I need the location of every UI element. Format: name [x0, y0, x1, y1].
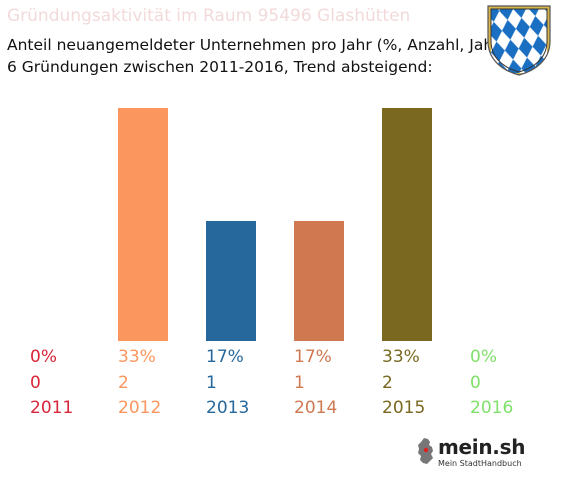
bar-2015: [382, 108, 432, 341]
bar-2012: [118, 108, 168, 341]
count-label-2016: 0: [470, 373, 481, 393]
year-label-2012: 2012: [118, 398, 162, 418]
chart-subtitle-line2: 6 Gründungen zwischen 2011-2016, Trend a…: [7, 58, 433, 76]
percent-label-2015: 33%: [382, 347, 420, 367]
count-label-2013: 1: [206, 373, 217, 393]
bar-2013: [206, 220, 256, 341]
year-label-2015: 2015: [382, 398, 426, 418]
germany-map-icon: [418, 438, 433, 464]
bar-2014: [294, 220, 344, 341]
year-label-2013: 2013: [206, 398, 250, 418]
count-label-2014: 1: [294, 373, 305, 393]
year-label-2014: 2014: [294, 398, 338, 418]
chart-subtitle-line1: Anteil neuangemeldeter Unternehmen pro J…: [7, 36, 506, 54]
page-title: Gründungsaktivität im Raum 95496 Glashüt…: [7, 6, 411, 26]
percent-label-2013: 17%: [206, 347, 244, 367]
count-label-2015: 2: [382, 373, 393, 393]
mein-sh-logo: mein.sh Mein StadtHandbuch: [416, 433, 536, 473]
logo-tagline: Mein StadtHandbuch: [438, 459, 522, 468]
bavarian-crest-icon: [487, 5, 551, 76]
year-label-2016: 2016: [470, 398, 514, 418]
percent-label-2014: 17%: [294, 347, 332, 367]
year-label-2011: 2011: [30, 398, 74, 418]
count-label-2012: 2: [118, 373, 129, 393]
logo-name: mein.sh: [438, 435, 526, 459]
percent-label-2012: 33%: [118, 347, 156, 367]
percent-label-2011: 0%: [30, 347, 57, 367]
count-label-2011: 0: [30, 373, 41, 393]
percent-label-2016: 0%: [470, 347, 497, 367]
